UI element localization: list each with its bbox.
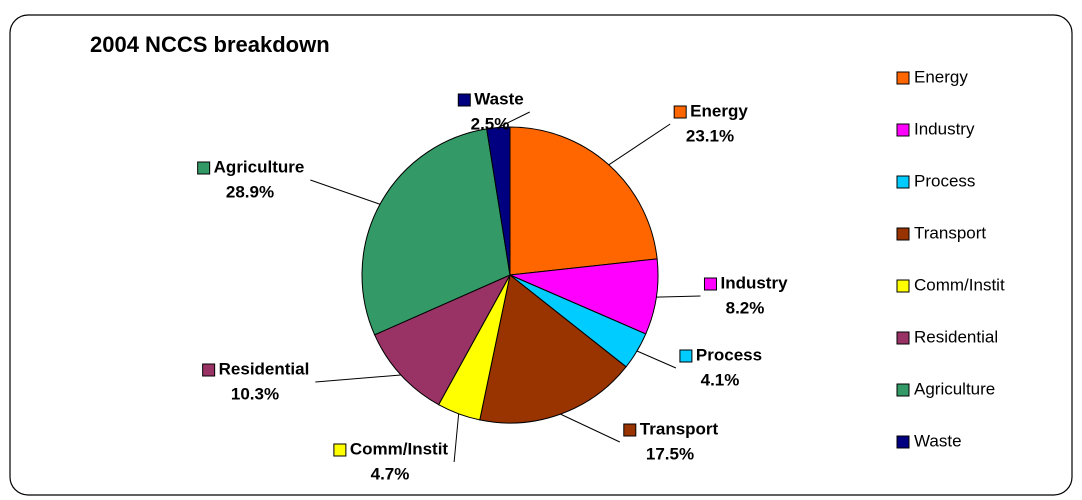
data-label-swatch [197,161,211,175]
data-label-swatch [623,423,637,437]
leader-line [636,350,677,369]
leader-line [608,123,671,166]
legend-swatch [896,227,910,241]
data-label-value: 28.9% [226,182,274,201]
pie-slice [361,128,511,336]
pie-slice [509,126,658,276]
leader-line [315,374,401,383]
pie-slice [479,274,627,424]
data-label-swatch [333,443,347,457]
legend-label: Process [914,171,975,190]
data-label-swatch [679,349,693,363]
leader-line [560,413,621,443]
legend-swatch [896,435,910,449]
legend-label: Residential [914,327,998,346]
legend-label: Comm/Instit [914,275,1005,294]
data-label-value: 8.2% [726,298,765,317]
legend-swatch [896,123,910,137]
data-label-value: 2.5% [471,114,510,133]
legend-swatch [896,279,910,293]
data-label-value: 4.1% [701,370,740,389]
legend-swatch [896,71,910,85]
data-label-name: Industry [720,273,788,292]
legend-label: Agriculture [914,379,995,398]
data-label-swatch [202,363,216,377]
data-label-swatch [703,277,717,291]
data-label-value: 4.7% [371,464,410,483]
data-label-swatch [673,105,687,119]
data-label-name: Transport [640,419,719,438]
chart-title: 2004 NCCS breakdown [90,32,330,57]
leader-line [310,179,381,205]
data-label-swatch [457,93,471,107]
data-label-name: Residential [219,359,310,378]
data-label-name: Comm/Instit [350,439,449,458]
data-label-value: 17.5% [646,444,694,463]
data-label-value: 23.1% [686,126,734,145]
legend-swatch [896,175,910,189]
data-label-name: Energy [690,101,748,120]
legend-label: Transport [914,223,986,242]
data-label-name: Waste [474,89,523,108]
legend-label: Waste [914,431,962,450]
data-label-name: Process [696,345,762,364]
leader-line [498,111,530,128]
legend-swatch [896,383,910,397]
leader-line [656,295,701,298]
legend-label: Energy [914,67,968,86]
data-label-value: 10.3% [231,384,279,403]
legend-swatch [896,331,910,345]
legend-label: Industry [914,119,975,138]
leader-line [453,413,460,463]
data-label-name: Agriculture [214,157,305,176]
